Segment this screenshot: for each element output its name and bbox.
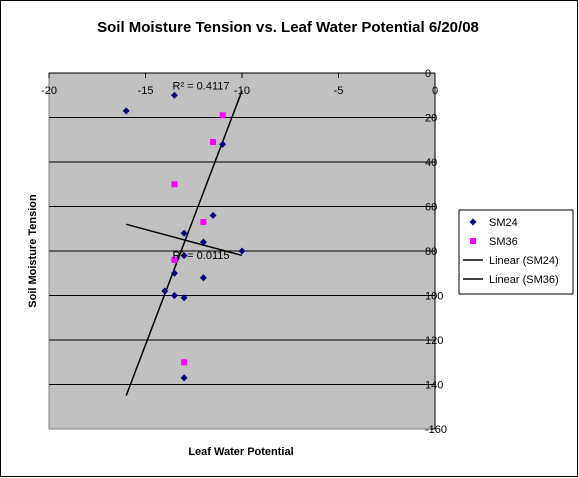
data-point	[200, 219, 207, 226]
legend-marker	[469, 218, 477, 226]
y-tick-label: 60	[425, 202, 437, 214]
data-point	[210, 138, 217, 145]
data-point	[209, 211, 217, 219]
data-point	[180, 251, 188, 259]
x-tick-label: 0	[432, 85, 438, 97]
data-point	[170, 269, 178, 277]
data-point	[122, 107, 130, 115]
data-point	[199, 274, 207, 282]
data-point	[170, 91, 178, 99]
data-point	[180, 374, 188, 382]
legend-items: SM24 SM36 Linear (SM24) Linear (SM36)	[463, 217, 559, 286]
legend-label: SM36	[489, 236, 518, 248]
chart-title: Soil Moisture Tension vs. Leaf Water Pot…	[97, 19, 479, 36]
legend-label: SM24	[489, 217, 518, 229]
y-tick-label: 120	[425, 335, 443, 347]
r-squared-label: R² = 0.0115	[173, 250, 230, 262]
y-tick-label: 100	[425, 291, 443, 303]
data-point	[171, 256, 178, 263]
x-tick-label: -20	[41, 85, 57, 97]
x-tick-label: -5	[334, 85, 344, 97]
data-point	[161, 287, 169, 295]
legend-label: Linear (SM36)	[489, 274, 559, 286]
data-point	[180, 229, 188, 237]
y-axis-title: Soil Moisture Tension	[27, 194, 39, 308]
trendline	[126, 223, 243, 257]
data-point	[170, 292, 178, 299]
annotation-layer: R² = 0.4117 R² = 0.0115	[173, 81, 230, 262]
data-point	[180, 294, 188, 302]
legend-marker	[470, 238, 476, 244]
y-tick-label: 40	[425, 157, 437, 169]
x-axis-title: Leaf Water Potential	[188, 446, 293, 458]
x-tick-label: -15	[138, 85, 154, 97]
y-tick-label: -160	[425, 424, 447, 436]
y-tick-label: 80	[425, 246, 437, 258]
data-point	[171, 181, 178, 188]
legend: SM24 SM36 Linear (SM24) Linear (SM36)	[458, 209, 574, 295]
legend-label: Linear (SM24)	[489, 255, 559, 267]
r-squared-label: R² = 0.4117	[173, 81, 230, 93]
y-tick-label: 20	[425, 113, 437, 125]
legend-box	[458, 209, 574, 295]
data-point	[219, 140, 227, 148]
data-point	[219, 112, 226, 119]
point-layer	[122, 91, 246, 382]
data-point	[238, 247, 246, 255]
data-point	[199, 238, 207, 246]
grid-layer	[49, 117, 435, 385]
y-tick-label: 140	[425, 380, 443, 392]
data-point	[181, 359, 188, 366]
y-tick-label: 0	[425, 68, 431, 80]
